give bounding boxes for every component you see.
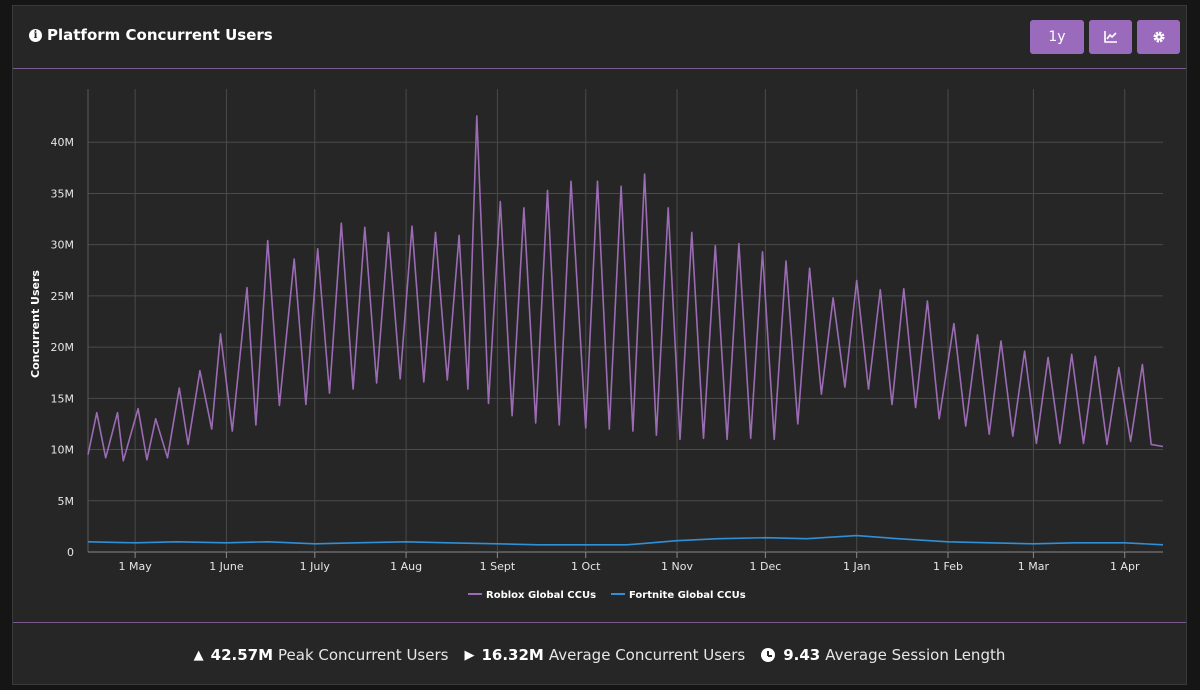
line-chart: 0 5M 10M 15M 20M 25M 30M 35M 40M 1 May 1 June 1 Ju… (29, 89, 1164, 601)
y-tick-label: 35M (51, 187, 75, 200)
stats-bar: ▲ 42.57M Peak Concurrent Users ▶ 16.32M … (13, 622, 1186, 687)
x-tick-label: 1 Mar (1018, 560, 1050, 573)
y-tick-label: 0 (67, 546, 74, 559)
x-tick-label: 1 Oct (571, 560, 601, 573)
session-label: Average Session Length (825, 646, 1006, 664)
y-tick-label: 30M (51, 239, 75, 252)
stat-peak: ▲ 42.57M Peak Concurrent Users (194, 646, 449, 664)
average-value: 16.32M (481, 646, 544, 664)
x-tick-label: 1 Sept (480, 560, 516, 573)
x-tick-label: 1 Dec (750, 560, 782, 573)
y-axis-label: Concurrent Users (29, 270, 42, 378)
peak-value: 42.57M (210, 646, 274, 664)
legend: Roblox Global CCUs Fortnite Global CCUs (468, 590, 746, 601)
line-chart-icon (1103, 31, 1117, 43)
info-icon[interactable]: i (29, 28, 42, 42)
stat-session: 9.43 Average Session Length (761, 646, 1005, 664)
average-label: Average Concurrent Users (548, 646, 746, 664)
y-tick-label: 5M (58, 495, 75, 508)
gear-icon (1153, 31, 1164, 43)
card-title: i Platform Concurrent Users (29, 26, 273, 44)
series-line-roblox (87, 115, 1164, 462)
x-tick-label: 1 May (118, 560, 152, 573)
range-button[interactable]: 1y (1030, 20, 1084, 54)
session-value: 9.43 (783, 646, 821, 664)
x-tick-label: 1 Jan (843, 560, 870, 573)
chart-card: i Platform Concurrent Users 1y 0 5M 10M 15M… (12, 5, 1187, 685)
x-tick-label: 1 Nov (661, 560, 693, 573)
chart-grid (87, 89, 1163, 553)
range-button-label: 1y (1048, 29, 1066, 45)
play-icon: ▶ (464, 647, 475, 663)
peak-label: Peak Concurrent Users (278, 646, 449, 664)
legend-label: Roblox Global CCUs (486, 590, 596, 601)
clock-icon (761, 648, 776, 662)
y-tick-label: 10M (51, 444, 75, 457)
legend-label: Fortnite Global CCUs (629, 590, 746, 601)
x-tick-label: 1 July (300, 560, 331, 573)
stat-average: ▶ 16.32M Average Concurrent Users (464, 646, 745, 664)
y-tick-label: 20M (51, 341, 75, 354)
series-group (87, 115, 1164, 546)
x-axis: 1 May 1 June 1 July 1 Aug 1 Sept 1 Oct 1 Nov 1 … (118, 552, 1140, 573)
settings-button[interactable] (1137, 20, 1180, 54)
caret-up-icon: ▲ (193, 647, 204, 663)
chart-type-button[interactable] (1089, 20, 1132, 54)
x-tick-label: 1 Aug (390, 560, 422, 573)
series-line-fortnite (87, 534, 1164, 546)
x-tick-label: 1 June (209, 560, 244, 573)
title-text: Platform Concurrent Users (47, 26, 273, 44)
y-tick-label: 40M (51, 136, 75, 149)
x-tick-label: 1 Feb (933, 560, 963, 573)
y-tick-label: 15M (51, 392, 75, 405)
y-tick-label: 25M (51, 290, 75, 303)
card-header: i Platform Concurrent Users 1y (13, 6, 1186, 69)
y-axis: 0 5M 10M 15M 20M 25M 30M 35M 40M (51, 136, 75, 559)
x-tick-label: 1 Apr (1110, 560, 1140, 573)
